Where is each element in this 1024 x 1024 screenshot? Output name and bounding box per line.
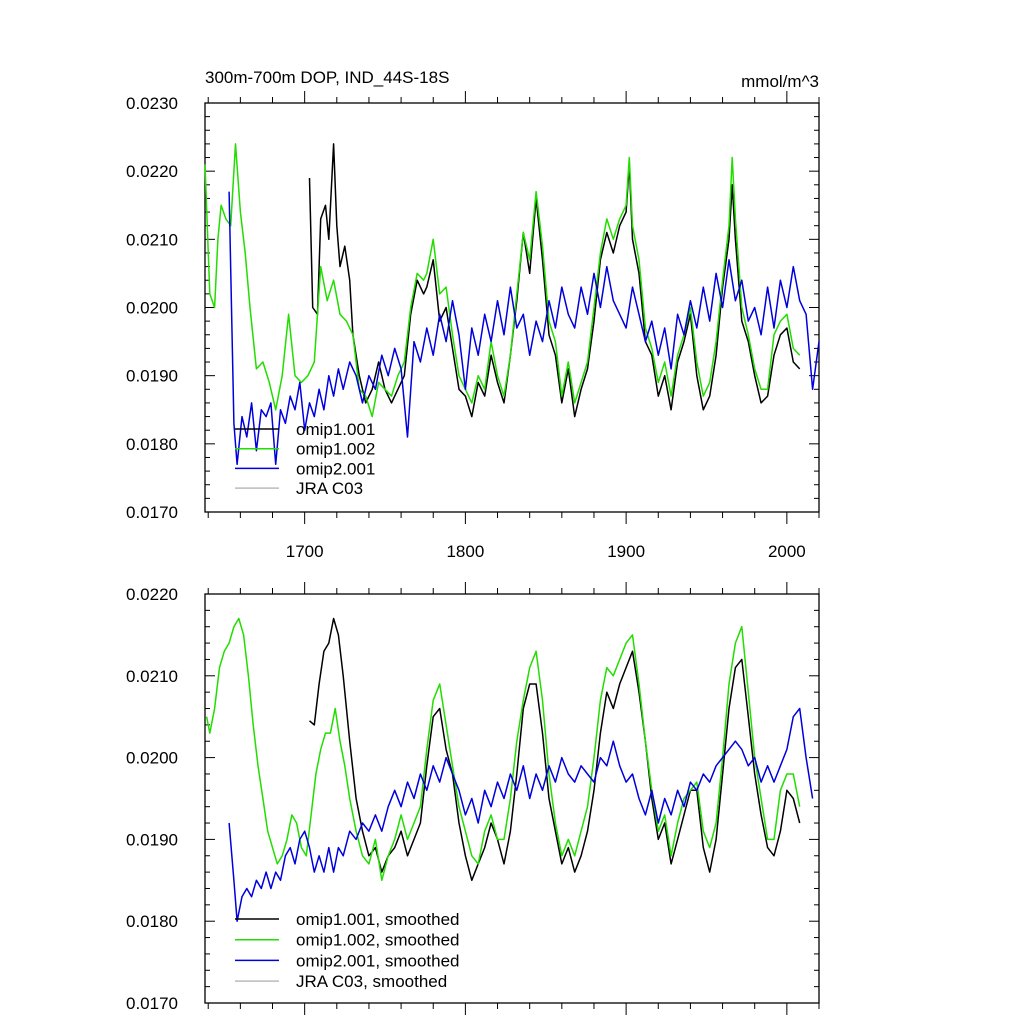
y-tick-label: 0.0220 (126, 162, 178, 181)
y-tick-label: 0.0210 (126, 230, 178, 249)
top-series-lines (204, 143, 820, 466)
legend-label: JRA C03 (296, 479, 363, 498)
bottom-series-lines (205, 617, 814, 922)
series-line-omip2-001 (228, 191, 820, 466)
legend-item-omip1-002-smoothed: omip1.002, smoothed (235, 931, 460, 950)
legend-label: omip2.001, smoothed (296, 951, 460, 970)
y-tick-label: 0.0180 (126, 435, 178, 454)
y-tick-label: 0.0210 (126, 667, 178, 686)
legend-label: JRA C03, smoothed (296, 972, 447, 991)
x-tick-label: 1900 (607, 542, 645, 561)
top-y-tick-labels: 0.0170 0.0180 0.0190 0.0200 0.0210 0.022… (126, 94, 178, 522)
x-tick-label: 1800 (446, 542, 484, 561)
bottom-legend: omip1.001, smoothed omip1.002, smoothed … (235, 910, 460, 991)
y-tick-label: 0.0170 (126, 994, 178, 1013)
legend-label: omip1.001 (296, 420, 375, 439)
bottom-panel: 0.0170 0.0180 0.0190 0.0200 0.0210 0.022… (126, 582, 820, 1015)
legend-item-omip1-001: omip1.001 (235, 420, 375, 439)
y-tick-label: 0.0170 (126, 503, 178, 522)
series-line-omip1-002-smoothed (205, 617, 801, 882)
legend-label: omip1.002, smoothed (296, 931, 460, 950)
legend-label: omip1.002 (296, 440, 375, 459)
legend-label: omip2.001 (296, 459, 375, 478)
top-legend: omip1.001 omip1.002 omip2.001 JRA C03 (235, 420, 375, 498)
bottom-plot-frame (204, 593, 820, 1004)
x-tick-label: 2000 (768, 542, 806, 561)
series-line-omip1-001-smoothed (309, 617, 801, 882)
y-tick-label: 0.0190 (126, 367, 178, 386)
legend-item-jra-c03: JRA C03 (235, 479, 363, 498)
legend-item-omip2-001: omip2.001 (235, 459, 375, 478)
series-line-omip1-002 (204, 143, 801, 418)
y-tick-label: 0.0220 (126, 585, 178, 604)
legend-item-omip1-001-smoothed: omip1.001, smoothed (235, 910, 460, 929)
legend-item-omip2-001-smoothed: omip2.001, smoothed (235, 951, 460, 970)
series-line-omip1-001 (308, 143, 801, 418)
top-x-tick-labels: 1700 1800 1900 2000 (286, 542, 806, 561)
legend-item-omip1-002: omip1.002 (235, 440, 375, 459)
legend-item-jra-c03-smoothed: JRA C03, smoothed (235, 972, 447, 991)
series-line-omip2-001-smoothed (228, 707, 814, 922)
x-tick-label: 1700 (286, 542, 324, 561)
y-tick-label: 0.0200 (126, 299, 178, 318)
bottom-tick-marks (205, 582, 820, 1015)
y-tick-label: 0.0200 (126, 749, 178, 768)
top-chart-title: 300m-700m DOP, IND_44S-18S (205, 68, 449, 87)
y-tick-label: 0.0190 (126, 830, 178, 849)
top-chart-units: mmol/m^3 (741, 72, 819, 91)
top-panel: 300m-700m DOP, IND_44S-18S mmol/m^3 0.01… (126, 68, 820, 561)
y-tick-label: 0.0230 (126, 94, 178, 113)
bottom-y-tick-labels: 0.0170 0.0180 0.0190 0.0200 0.0210 0.022… (126, 585, 178, 1013)
y-tick-label: 0.0180 (126, 912, 178, 931)
legend-label: omip1.001, smoothed (296, 910, 460, 929)
